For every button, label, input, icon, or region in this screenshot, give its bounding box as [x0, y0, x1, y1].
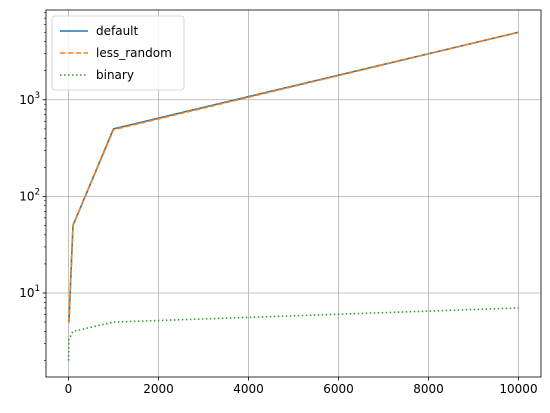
x-tick-label: 10000: [499, 382, 537, 396]
y-tick-label-exponent: 3: [35, 91, 40, 101]
y-tick-label-base: 10: [19, 189, 34, 203]
y-tick-label-exponent: 2: [35, 187, 40, 197]
legend-box: [51, 15, 185, 91]
plot-frame: [45, 9, 542, 378]
y-tick-label: 101: [19, 284, 40, 300]
series-line-less_random: [68, 31, 519, 323]
legend-label: default: [96, 24, 139, 38]
y-tick-label-base: 10: [19, 93, 34, 107]
x-tick-label: 4000: [233, 382, 264, 396]
y-tick-label: 102: [19, 187, 40, 203]
grid: [46, 10, 541, 377]
legend-label: binary: [96, 68, 134, 82]
legend-label: less_random: [96, 46, 172, 60]
y-tick-label-base: 10: [19, 286, 34, 300]
x-tick-label: 8000: [413, 382, 444, 396]
x-tick-label: 2000: [143, 382, 174, 396]
x-tick-label: 0: [65, 382, 73, 396]
y-tick-label: 103: [19, 91, 40, 107]
x-tick-label: 6000: [323, 382, 354, 396]
y-tick-label-exponent: 1: [35, 284, 40, 294]
series-layer: [67, 31, 519, 361]
